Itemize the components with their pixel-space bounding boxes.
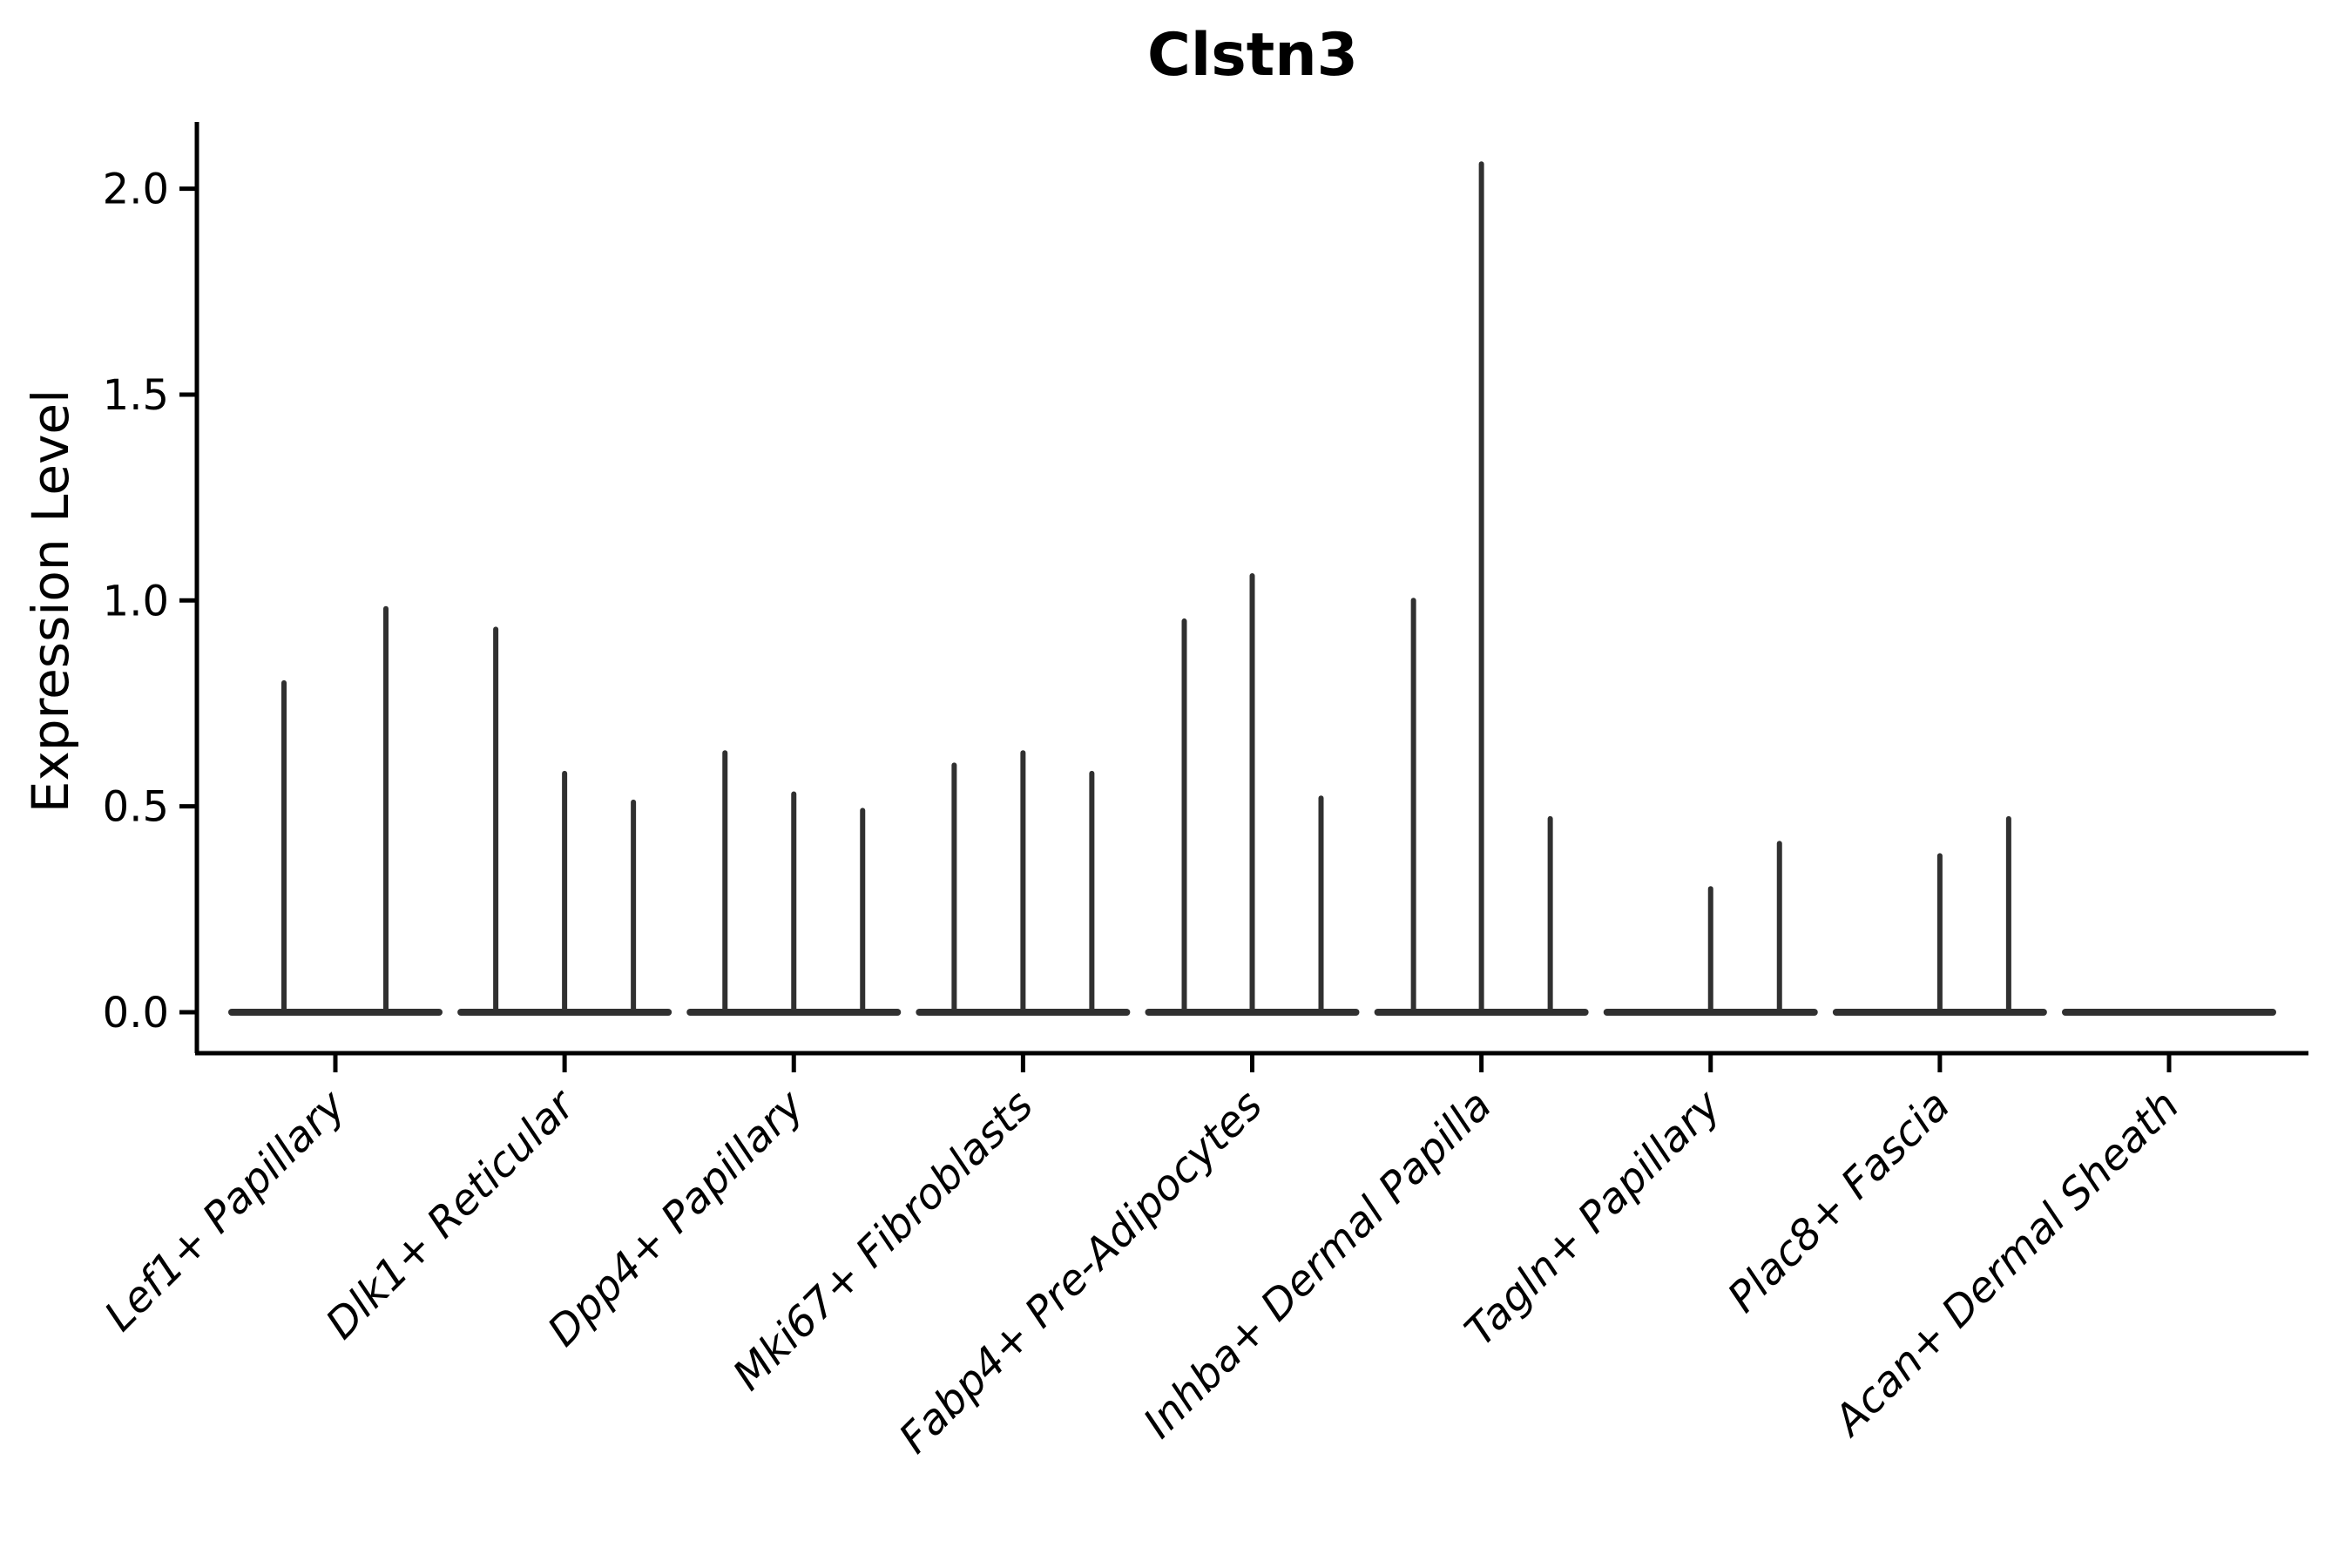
- violin-group: [1374, 161, 1589, 1016]
- y-tick-label: 0.0: [103, 989, 169, 1037]
- violin-group: [1832, 815, 2047, 1016]
- violin-group: [1145, 572, 1360, 1016]
- violin-group: [228, 605, 443, 1016]
- x-tick-label: Lef1+ Papillary: [95, 1080, 355, 1341]
- x-tick-label: Tagln+ Papillary: [1456, 1080, 1731, 1355]
- y-axis-label: Expression Level: [21, 389, 80, 813]
- plot-title: Clstn3: [1147, 21, 1358, 90]
- y-tick-label: 0.5: [103, 783, 169, 832]
- y-tick-label: 1.0: [103, 577, 169, 625]
- x-tick-label: Dpp4+ Papillary: [538, 1080, 814, 1355]
- y-tick-label: 2.0: [103, 166, 169, 214]
- violin-group: [686, 750, 902, 1016]
- y-axis-ticks: 0.0 0.5 1.0 1.5 2.0: [103, 166, 197, 1037]
- x-tick-label: Dlk1+ Reticular: [316, 1079, 586, 1349]
- y-tick-label: 1.5: [103, 371, 169, 420]
- violin-group: [457, 626, 672, 1016]
- violin-series: [228, 161, 2276, 1016]
- x-tick-label: Plac8+ Fascia: [1719, 1081, 1960, 1322]
- violin-group: [1603, 841, 1818, 1016]
- violin-group: [916, 750, 1131, 1016]
- x-tick-label: Fabp4+ Pre-Adipocytes: [889, 1081, 1272, 1463]
